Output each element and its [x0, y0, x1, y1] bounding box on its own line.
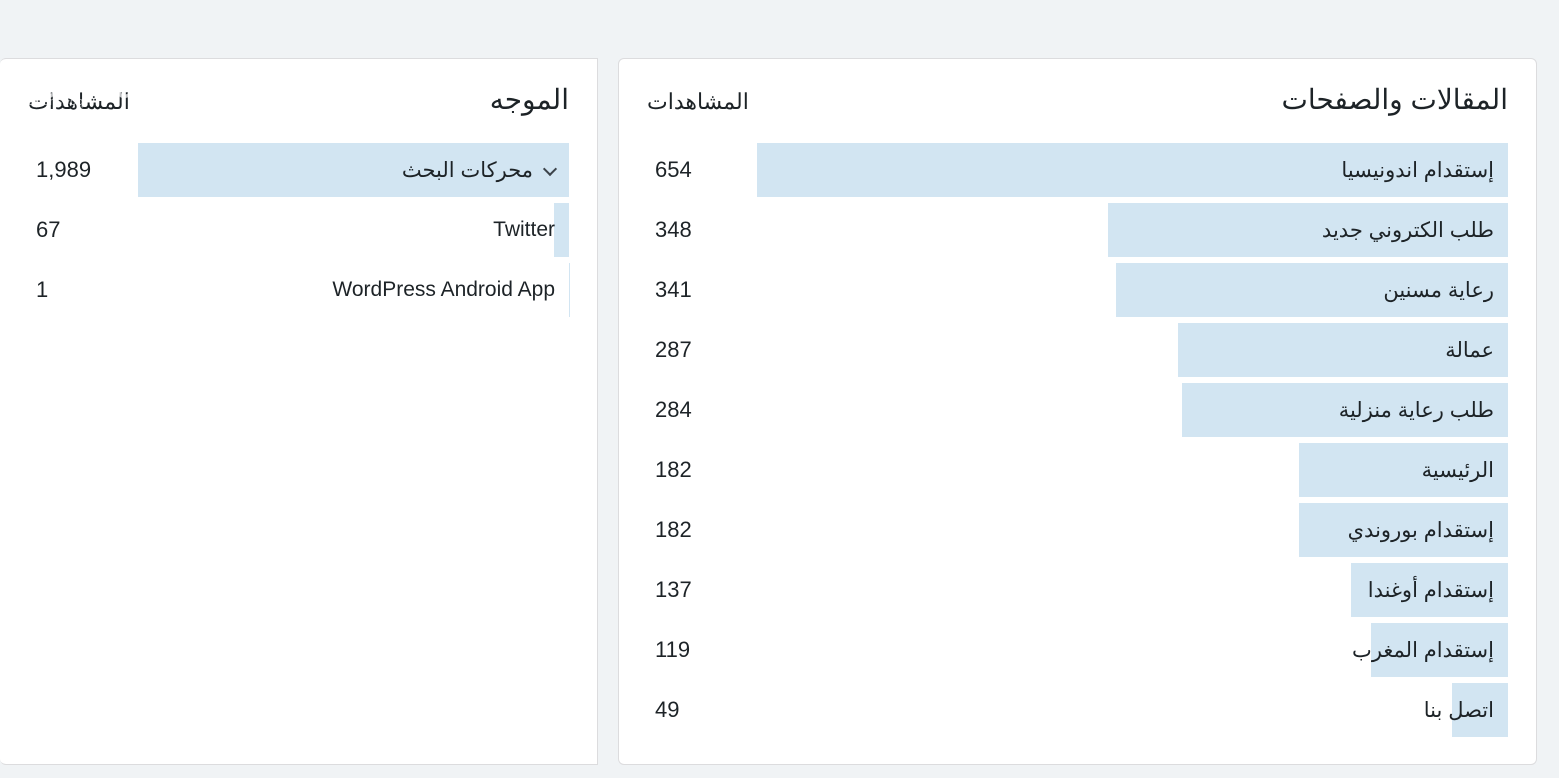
table-row[interactable]: إستقدام أوغندا 137 [647, 560, 1508, 620]
row-value: 49 [647, 697, 757, 723]
row-value: 348 [647, 217, 757, 243]
row-label: إستقدام أوغندا [1368, 578, 1508, 603]
row-value: 182 [647, 517, 757, 543]
row-label-wrap: WordPress Android App [138, 263, 569, 317]
row-value: 137 [647, 577, 757, 603]
referrer-rows: محركات البحث 1,989 Twitter 67 WordPress Andr… [28, 140, 569, 320]
row-label-text: WordPress Android App [332, 278, 555, 302]
row-value: 67 [28, 217, 138, 243]
table-row[interactable]: إستقدام بوروندي 182 [647, 500, 1508, 560]
row-label-wrap: إستقدام المغرب [757, 623, 1508, 677]
table-row[interactable]: اتصل بنا 49 [647, 680, 1508, 740]
row-value: 182 [647, 457, 757, 483]
row-label: محركات البحث [402, 158, 569, 183]
referrer-panel: الموجه المشاهدات محركات البحث 1,989 Twitte… [0, 58, 598, 765]
row-value: 1 [28, 277, 138, 303]
row-value: 341 [647, 277, 757, 303]
row-label-wrap: إستقدام بوروندي [757, 503, 1508, 557]
table-row[interactable]: عمالة 287 [647, 320, 1508, 380]
table-row[interactable]: رعاية مسنين 341 [647, 260, 1508, 320]
row-label: WordPress Android App [332, 278, 569, 302]
referrer-panel-title: الموجه [490, 83, 569, 116]
table-row[interactable]: الرئيسية 182 [647, 440, 1508, 500]
posts-pages-panel: المقالات والصفحات المشاهدات إستقدام اندو… [618, 58, 1537, 765]
chevron-down-icon[interactable] [543, 164, 555, 176]
table-row[interactable]: طلب الكتروني جديد 348 [647, 200, 1508, 260]
row-label: طلب رعاية منزلية [1339, 398, 1508, 423]
row-label-text: Twitter [493, 218, 555, 242]
row-label-wrap: إستقدام أوغندا [757, 563, 1508, 617]
row-value: 654 [647, 157, 757, 183]
row-label: إستقدام بوروندي [1348, 518, 1508, 543]
row-label: إستقدام المغرب [1352, 638, 1508, 663]
row-label: طلب الكتروني جديد [1322, 218, 1508, 243]
row-label-wrap: الرئيسية [757, 443, 1508, 497]
table-row[interactable]: Twitter 67 [28, 200, 569, 260]
row-label-wrap: طلب رعاية منزلية [757, 383, 1508, 437]
table-row[interactable]: محركات البحث 1,989 [28, 140, 569, 200]
posts-panel-title: المقالات والصفحات [1281, 83, 1508, 116]
row-label-wrap: رعاية مسنين [757, 263, 1508, 317]
row-label-wrap: طلب الكتروني جديد [757, 203, 1508, 257]
row-value: 284 [647, 397, 757, 423]
table-row[interactable]: طلب رعاية منزلية 284 [647, 380, 1508, 440]
table-row[interactable]: WordPress Android App 1 [28, 260, 569, 320]
row-label-text: محركات البحث [402, 158, 533, 183]
row-label: إستقدام اندونيسيا [1341, 158, 1508, 183]
stats-container: المقالات والصفحات المشاهدات إستقدام اندو… [0, 58, 1559, 765]
row-value: 1,989 [28, 157, 138, 183]
table-row[interactable]: إستقدام المغرب 119 [647, 620, 1508, 680]
row-label: الرئيسية [1422, 458, 1508, 483]
referrer-panel-subtitle: المشاهدات [28, 89, 130, 115]
row-label: Twitter [493, 218, 569, 242]
row-label: اتصل بنا [1424, 698, 1508, 723]
row-label-wrap: محركات البحث [138, 143, 569, 197]
row-value: 287 [647, 337, 757, 363]
row-value: 119 [647, 637, 757, 663]
row-label-wrap: اتصل بنا [757, 683, 1508, 737]
row-label-wrap: عمالة [757, 323, 1508, 377]
row-label: عمالة [1445, 338, 1508, 363]
posts-panel-header: المقالات والصفحات المشاهدات [647, 83, 1508, 116]
row-label-wrap: إستقدام اندونيسيا [757, 143, 1508, 197]
posts-rows: إستقدام اندونيسيا 654 طلب الكتروني جديد 348… [647, 140, 1508, 740]
posts-panel-subtitle: المشاهدات [647, 89, 749, 115]
referrer-panel-header: الموجه المشاهدات [28, 83, 569, 116]
row-label: رعاية مسنين [1383, 278, 1508, 303]
row-label-wrap: Twitter [138, 203, 569, 257]
table-row[interactable]: إستقدام اندونيسيا 654 [647, 140, 1508, 200]
